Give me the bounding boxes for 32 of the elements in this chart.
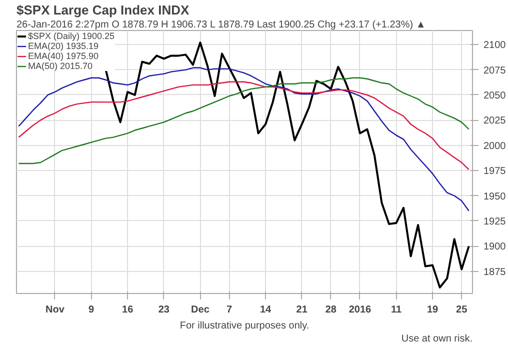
x-tick-label: 19	[427, 304, 439, 316]
x-tick-label: 23	[158, 304, 170, 316]
y-tick-label: 2050	[484, 90, 506, 102]
x-tick-label: 9	[88, 304, 95, 316]
y-tick-label: 2025	[484, 116, 506, 127]
y-tick-label: 1950	[484, 191, 506, 202]
x-tick-label: 21	[296, 304, 308, 316]
x-tick-label: 28	[325, 304, 337, 316]
x-tick-label: 2016	[348, 304, 372, 316]
x-tick-label: 11	[390, 304, 402, 316]
x-tick-label: Nov	[46, 304, 65, 316]
y-tick-label: 1975	[484, 166, 506, 178]
y-tick-label: 2100	[484, 40, 506, 52]
chart-subtitle: 26-Jan-2016 2:27pm O 1878.79 H 1906.73 L 1878.79 Last 1900.25 Chg +23.17 (+1.23%) ▲	[16, 20, 426, 30]
y-tick-label: 1925	[484, 216, 506, 228]
x-tick-label: 7	[226, 304, 232, 316]
chart-title: $SPX Large Cap Index INDX	[16, 2, 190, 18]
x-tick-label: Dec	[191, 304, 210, 316]
x-tick-label: 16	[122, 304, 134, 316]
legend-label: $SPX (Daily) 1900.25	[28, 31, 115, 41]
y-tick-label: 2075	[484, 65, 506, 76]
y-tick-label: 2000	[484, 140, 506, 152]
text: For illustrative purposes only.	[180, 320, 310, 332]
legend-label: MA(50) 2015.70	[28, 61, 93, 71]
y-tick-label: 1875	[484, 266, 506, 278]
legend-label: EMA(20) 1935.19	[28, 41, 99, 51]
x-tick-label: 14	[260, 304, 272, 316]
text: Use at own risk.	[401, 334, 473, 344]
legend-label: EMA(40) 1975.90	[28, 51, 99, 61]
y-tick-label: 1900	[484, 242, 506, 253]
x-tick-label: 25	[456, 304, 468, 316]
line-series	[104, 42, 470, 288]
